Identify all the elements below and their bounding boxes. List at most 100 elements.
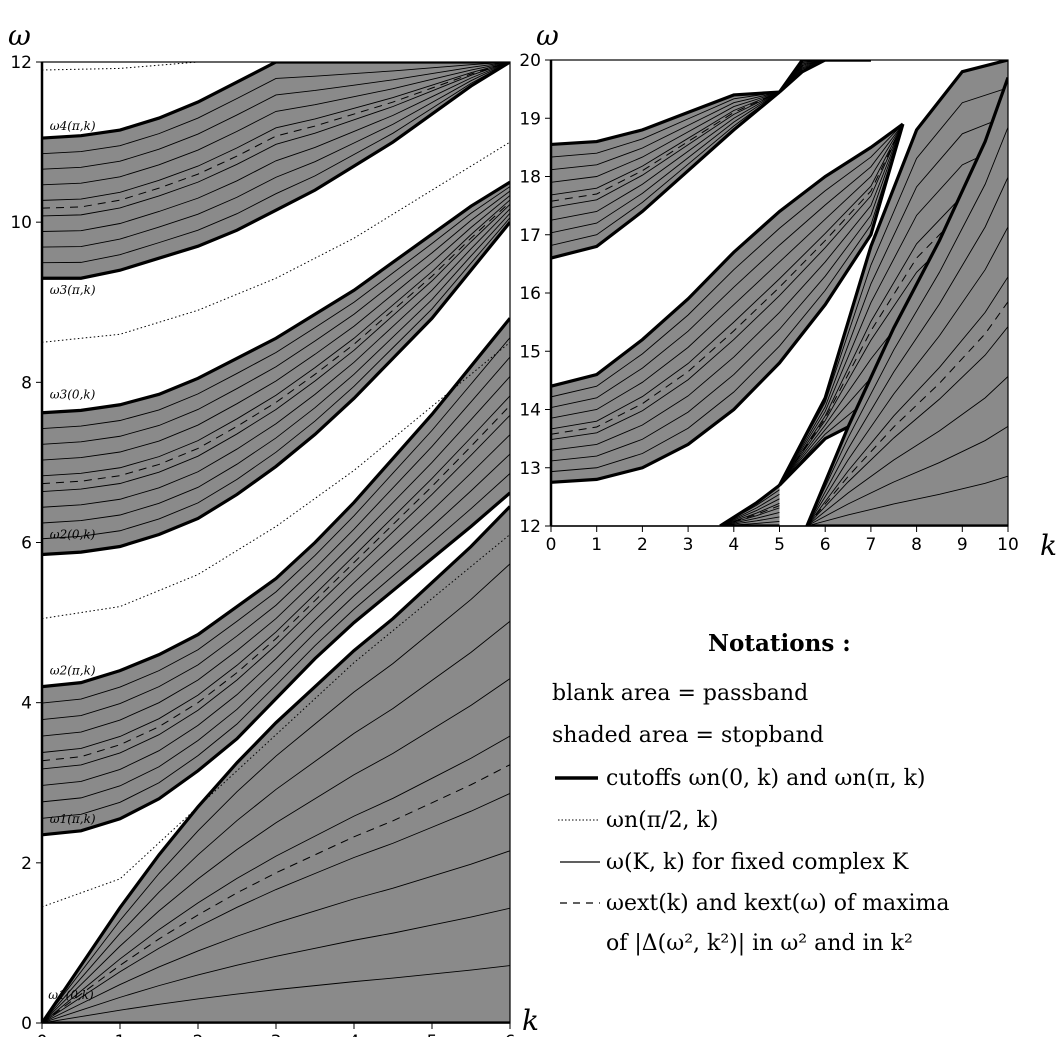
- dotted-curve: [42, 141, 510, 343]
- cutoff-curve: [551, 122, 904, 388]
- contour-line: [42, 563, 510, 1023]
- contour-line: [42, 473, 510, 819]
- y-tick-label: 18: [519, 168, 541, 188]
- x-tick-label: 0: [37, 1032, 48, 1037]
- contour-line: [42, 212, 510, 524]
- contour-line: [720, 516, 780, 526]
- contour-line: [551, 91, 780, 183]
- cutoff-curve: [778, 60, 871, 94]
- y-tick-label: 14: [519, 401, 541, 421]
- left-plot-area: [40, 61, 511, 1024]
- plot-content: [42, 62, 510, 1023]
- contour-line: [551, 91, 780, 209]
- contour-line: [42, 208, 510, 508]
- contour-line: [551, 123, 904, 473]
- cutoff-curve: [42, 491, 510, 837]
- contour-line: [551, 91, 780, 234]
- curve-label: ω3(0,k): [50, 387, 96, 401]
- x-tick-label: 5: [427, 1032, 438, 1037]
- contour-line: [551, 91, 780, 196]
- curve-label: ω4(π,k): [50, 119, 96, 133]
- notations-title: Notations :: [708, 630, 851, 657]
- extremum-dashed-line: [779, 60, 871, 93]
- contour-line: [806, 276, 1008, 526]
- curve-label: ω3(π,k): [50, 283, 96, 297]
- x-tick-label: 6: [505, 1032, 516, 1037]
- cutoff-curve: [551, 123, 905, 484]
- contour-line: [42, 62, 510, 264]
- contour-line: [42, 62, 510, 170]
- legend-stopband: shaded area = stopband: [552, 723, 824, 748]
- contour-line: [551, 123, 904, 408]
- contour-line: [42, 434, 510, 786]
- left-panel: 0123456024681012 ω4(π,k)ω3(π,k)ω3(0,k)ω2…: [8, 19, 539, 1037]
- contour-line: [42, 204, 510, 492]
- stopband-region: [806, 77, 1008, 526]
- legend-dotted: ωn(π/2, k): [606, 808, 718, 833]
- contour-line: [42, 414, 510, 770]
- right-x-axis-title: k: [1040, 529, 1057, 562]
- contour-line: [806, 425, 1008, 526]
- y-tick-label: 19: [519, 109, 541, 129]
- x-tick-label: 1: [115, 1032, 126, 1037]
- contour-line: [42, 376, 510, 737]
- legend-dashed-2: of |Δ(ω², k²)| in ω² and in k²: [606, 931, 913, 956]
- contour-line: [42, 965, 510, 1023]
- cutoff-curve: [42, 505, 510, 1023]
- legend-cutoffs: cutoffs ωn(0, k) and ωn(π, k): [606, 766, 925, 791]
- cutoff-curve: [42, 180, 510, 415]
- contour-line: [806, 376, 1008, 526]
- x-tick-label: 3: [271, 1032, 282, 1037]
- curve-label: ω2(0,k): [50, 527, 96, 541]
- cutoff-curve: [805, 76, 1008, 526]
- y-tick-label: 6: [21, 534, 32, 554]
- x-tick-label: 5: [774, 535, 785, 555]
- y-tick-label: 8: [21, 373, 32, 393]
- cutoff-curve: [42, 62, 510, 140]
- y-tick-label: 12: [10, 53, 32, 73]
- extremum-dashed-line: [42, 201, 510, 485]
- right-plot-area: [549, 59, 1009, 527]
- contour-line: [551, 123, 904, 441]
- x-tick-label: 4: [728, 535, 739, 555]
- left-x-axis-title: k: [522, 1004, 539, 1037]
- y-tick-label: 0: [21, 1014, 32, 1034]
- contour-line: [806, 176, 1008, 526]
- contour-line: [719, 511, 780, 526]
- stopband-region: [42, 182, 510, 555]
- cutoff-curve: [42, 317, 510, 689]
- contour-line: [551, 91, 780, 246]
- y-tick-label: 13: [519, 459, 541, 479]
- contour-line: [42, 190, 510, 445]
- contour-line: [719, 507, 780, 526]
- left-curve-labels: ω4(π,k) ω3(π,k) ω3(0,k) ω2(0,k) ω2(π,k) ω1(π,…: [48, 119, 96, 1002]
- extremum-dashed-line: [551, 91, 780, 202]
- contour-line: [779, 143, 1008, 486]
- contour-line: [42, 195, 510, 461]
- plot-content: [551, 60, 1008, 526]
- legend-dashed-1: ωext(k) and kext(ω) of maxima: [606, 891, 950, 916]
- contour-line: [551, 123, 904, 419]
- cutoff-curve: [719, 483, 781, 526]
- cutoff-curve: [778, 60, 871, 93]
- x-tick-label: 2: [193, 1032, 204, 1037]
- extremum-dashed-line: [42, 405, 510, 762]
- contour-line: [42, 186, 510, 429]
- y-tick-label: 17: [519, 226, 541, 246]
- curve-label: ω2(π,k): [50, 664, 96, 678]
- contour-line: [42, 395, 510, 753]
- cutoff-curve: [778, 60, 1008, 486]
- curve-label: ω1(0,k): [48, 988, 94, 1002]
- y-tick-label: 12: [519, 517, 541, 537]
- contour-line: [42, 62, 510, 186]
- contour-line: [719, 498, 780, 526]
- contour-line: [42, 907, 510, 1023]
- y-tick-label: 15: [519, 342, 541, 362]
- x-tick-label: 6: [820, 535, 831, 555]
- extremum-dashed-line: [806, 301, 1008, 526]
- contour-line: [42, 453, 510, 803]
- contour-line: [779, 115, 1008, 486]
- x-tick-label: 9: [957, 535, 968, 555]
- cutoff-curve: [42, 62, 510, 280]
- contour-line: [42, 850, 510, 1023]
